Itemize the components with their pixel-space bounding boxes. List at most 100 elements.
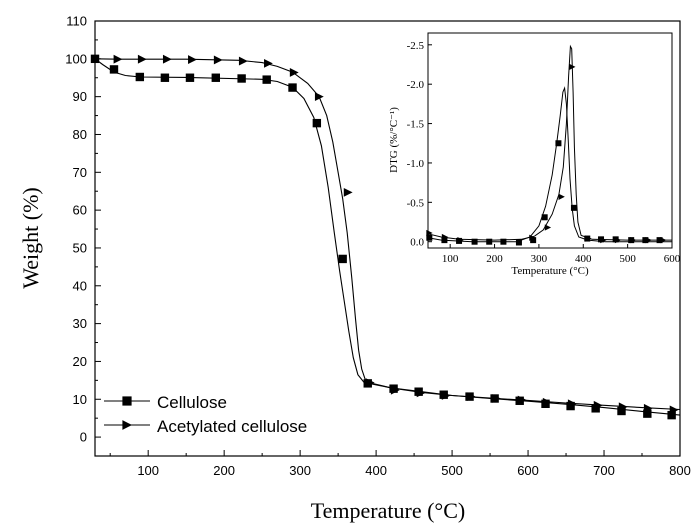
x-tick-label-600: 600 (517, 463, 539, 478)
inset-axis-ticks: 100 200 300 400 500 600 0.0 -0.5 -1.0 -1.5 -2.0 -2.… (407, 40, 681, 265)
inset-y-axis-title: DTG (%/°C⁻¹) (388, 107, 400, 173)
y-tick-label-40: 40 (73, 278, 87, 293)
inset-point-cellulose-0 (426, 234, 433, 241)
inset-point-cellulose-4 (486, 238, 493, 245)
point-acetylated-cellulose-14 (466, 392, 476, 402)
inset-markers (426, 63, 667, 246)
legend: Cellulose Acetylated cellulose (104, 393, 307, 436)
point-cellulose-21 (617, 406, 626, 416)
main-axis-ticks: 100 200 300 400 500 600 700 800 0 10 20 30 40 50 60 70 8… (65, 14, 691, 479)
inset-point-cellulose-15 (642, 237, 649, 244)
inset-point-acetylated-cellulose-2 (457, 236, 464, 244)
inset-point-acetylated-cellulose-4 (544, 224, 552, 231)
y-tick-label-90: 90 (73, 89, 87, 104)
inset-point-acetylated-cellulose-7 (585, 235, 592, 242)
inset-y-tick-label-1: -0.5 (407, 197, 425, 209)
point-acetylated-cellulose-3 (188, 55, 197, 64)
point-acetylated-cellulose-13 (441, 391, 451, 400)
inset-point-cellulose-16 (656, 237, 663, 244)
inset-point-cellulose-1 (441, 237, 448, 244)
x-tick-label-300: 300 (289, 463, 311, 478)
point-cellulose-3 (160, 73, 170, 82)
inset-y-tick-label-2: -1.0 (407, 158, 425, 170)
inset-point-acetylated-cellulose-9 (614, 236, 622, 244)
inset-point-cellulose-6 (515, 239, 522, 246)
legend-label-cellulose: Cellulose (157, 393, 227, 412)
y-tick-label-80: 80 (73, 127, 87, 142)
point-cellulose-5 (211, 73, 220, 82)
point-acetylated-cellulose-21 (643, 403, 653, 413)
point-acetylated-cellulose-1 (137, 54, 147, 64)
inset-x-tick-label-200: 200 (486, 253, 503, 265)
point-acetylated-cellulose-4 (213, 55, 223, 65)
inset-y-tick-label-5: -2.5 (407, 40, 425, 52)
inset-point-acetylated-cellulose-12 (660, 236, 667, 244)
inset-point-acetylated-cellulose-10 (629, 236, 637, 244)
point-acetylated-cellulose-8 (314, 92, 324, 102)
x-tick-label-100: 100 (137, 463, 159, 478)
y-tick-label-10: 10 (73, 392, 87, 407)
point-acetylated-cellulose-17 (542, 397, 552, 407)
y-tick-label-30: 30 (73, 316, 87, 331)
inset-point-acetylated-cellulose-6 (569, 63, 576, 71)
point-acetylated-cellulose-22 (669, 405, 679, 415)
y-tick-label-0: 0 (80, 430, 87, 445)
point-acetylated-cellulose-9 (343, 187, 353, 197)
point-acetylated-cellulose-16 (517, 395, 527, 405)
point-cellulose-1 (109, 65, 119, 74)
x-tick-label-500: 500 (441, 463, 463, 478)
inset-x-tick-label-100: 100 (442, 253, 459, 265)
legend-label-acetylated-cellulose: Acetylated cellulose (157, 417, 307, 436)
point-cellulose-8 (288, 83, 297, 92)
y-tick-label-50: 50 (73, 240, 87, 255)
point-acetylated-cellulose-5 (238, 56, 248, 66)
point-cellulose-9 (312, 118, 322, 128)
inset-y-tick-label-3: -1.5 (407, 119, 425, 131)
legend-symbol-cellulose (104, 396, 150, 406)
inset-plot-frame (427, 32, 673, 249)
inset-point-acetylated-cellulose-0 (426, 229, 433, 237)
legend-marker-acetylated-cellulose (122, 420, 133, 430)
point-acetylated-cellulose-19 (593, 400, 603, 410)
main-markers (90, 54, 679, 420)
point-acetylated-cellulose-10 (365, 378, 375, 388)
line-acetylated-cellulose (94, 58, 681, 411)
main-x-axis-title: Temperature (°C) (311, 498, 465, 523)
inset-point-acetylated-cellulose-3 (529, 234, 536, 241)
y-tick-label-110: 110 (66, 14, 87, 29)
main-plot-frame (94, 20, 681, 457)
inset-x-tick-label-300: 300 (531, 253, 548, 265)
inset-y-tick-label-0: 0.0 (410, 237, 424, 249)
y-tick-label-70: 70 (73, 165, 87, 180)
inset-point-cellulose-7 (530, 237, 537, 244)
point-acetylated-cellulose-11 (390, 385, 400, 395)
x-tick-label-200: 200 (213, 463, 235, 478)
inset-y-tick-label-4: -2.0 (407, 79, 425, 91)
point-acetylated-cellulose-2 (162, 54, 172, 64)
inset-point-acetylated-cellulose-5 (558, 193, 565, 200)
y-tick-label-60: 60 (73, 203, 87, 218)
point-cellulose-4 (185, 73, 195, 82)
inset-point-acetylated-cellulose-11 (645, 236, 652, 244)
inset-x-tick-label-600: 600 (664, 253, 681, 265)
inset-point-cellulose-3 (471, 238, 478, 245)
inset-point-acetylated-cellulose-8 (600, 236, 607, 244)
point-cellulose-2 (135, 72, 145, 82)
inset-point-cellulose-9 (555, 140, 562, 147)
x-tick-label-400: 400 (365, 463, 387, 478)
point-acetylated-cellulose-12 (416, 388, 426, 398)
x-tick-label-700: 700 (593, 463, 615, 478)
point-acetylated-cellulose-20 (618, 402, 628, 412)
point-acetylated-cellulose-15 (491, 394, 501, 403)
point-acetylated-cellulose-18 (567, 399, 577, 409)
legend-marker-cellulose (122, 396, 132, 406)
point-cellulose-23 (667, 410, 676, 420)
main-y-axis-title: Weight (%) (18, 187, 43, 288)
point-cellulose-10 (338, 254, 347, 264)
inset-point-cellulose-8 (541, 214, 548, 221)
point-cellulose-7 (262, 75, 271, 84)
point-cellulose-22 (643, 409, 652, 418)
inset-point-cellulose-10 (570, 204, 577, 211)
inset-x-tick-label-500: 500 (619, 253, 636, 265)
